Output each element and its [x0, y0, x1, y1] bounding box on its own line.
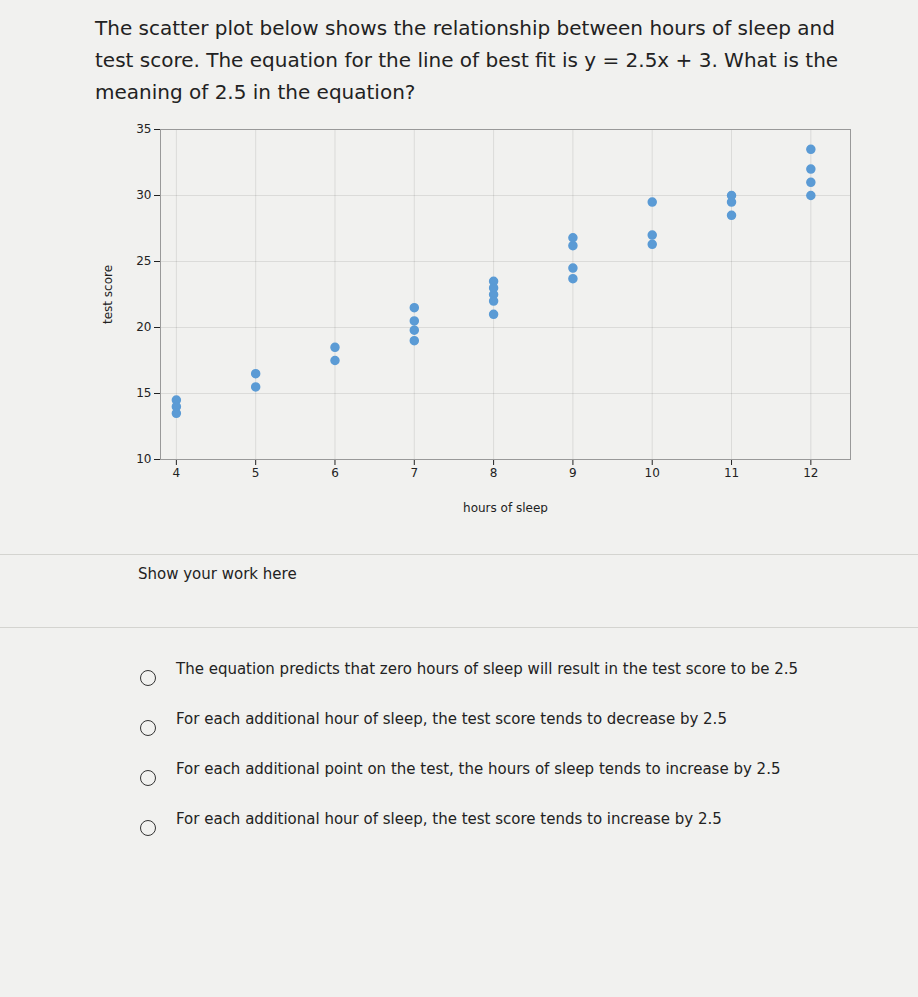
svg-text:20: 20	[136, 320, 151, 334]
svg-text:test score: test score	[101, 265, 115, 324]
svg-text:7: 7	[410, 466, 418, 480]
html-text:For each additional point on t: For each additional point on the test, t…	[176, 760, 781, 778]
svg-text:hours of sleep: hours of sleep	[463, 501, 548, 515]
svg-text:10: 10	[136, 452, 151, 466]
svg-text:5: 5	[252, 466, 260, 480]
html-text:The equation predicts that zer: The equation predicts that zero hours of…	[176, 660, 798, 678]
html-text:Show your work here: Show your work here	[138, 565, 297, 583]
svg-text:11: 11	[724, 466, 739, 480]
svg-text:6: 6	[331, 466, 339, 480]
svg-text:35: 35	[136, 122, 151, 136]
svg-text:8: 8	[490, 466, 498, 480]
svg-text:9: 9	[569, 466, 577, 480]
svg-text:4: 4	[173, 466, 181, 480]
svg-text:30: 30	[136, 188, 151, 202]
html-text:For each additional hour of sl: For each additional hour of sleep, the t…	[176, 810, 722, 828]
html-text:The scatter plot below shows t: The scatter plot below shows the relatio…	[95, 16, 839, 104]
svg-text:25: 25	[136, 254, 151, 268]
html-text:For each additional hour of sl: For each additional hour of sleep, the t…	[176, 710, 727, 728]
svg-text:12: 12	[803, 466, 818, 480]
svg-text:15: 15	[136, 386, 151, 400]
svg-text:10: 10	[645, 466, 660, 480]
